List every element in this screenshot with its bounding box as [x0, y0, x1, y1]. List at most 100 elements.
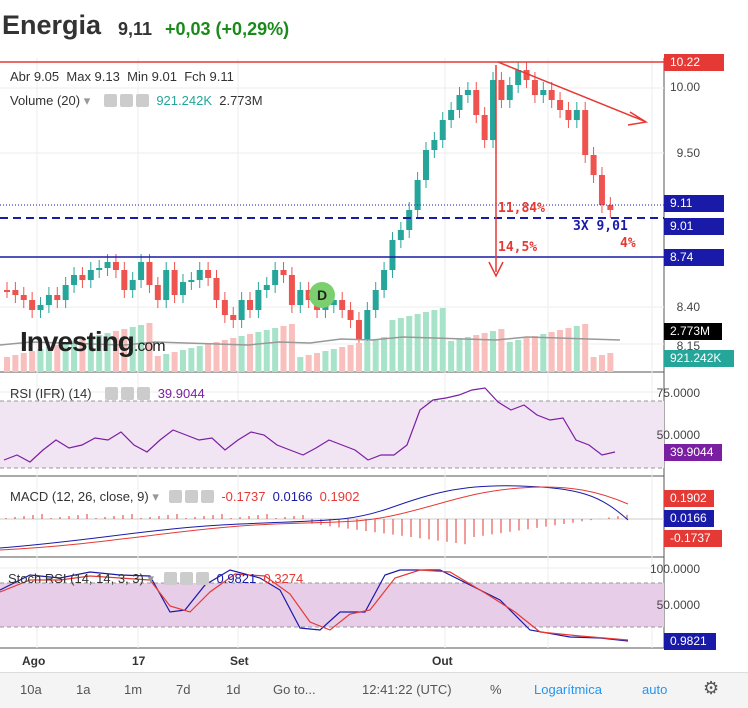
- volume-bar: [448, 341, 455, 372]
- volume-bar: [87, 337, 94, 372]
- log-scale-button[interactable]: Logarítmica: [534, 682, 602, 697]
- candle-body: [230, 315, 237, 320]
- volume-bar: [20, 353, 27, 372]
- candle-body: [205, 270, 212, 278]
- candle-body: [121, 270, 128, 290]
- arrow-head: [488, 261, 504, 278]
- candle-body: [607, 205, 614, 210]
- volume-bar: [439, 308, 446, 372]
- close-icon[interactable]: [137, 387, 151, 400]
- annotation-triple: 3X 9,01: [573, 219, 628, 234]
- tag-volume: 921.242K: [664, 350, 734, 367]
- percent-button[interactable]: %: [490, 682, 502, 697]
- candle-body: [29, 300, 36, 310]
- candle-body: [79, 275, 86, 280]
- dividend-marker[interactable]: D: [309, 282, 335, 308]
- x-label: Ago: [22, 654, 46, 668]
- volume-label: Volume (20): [10, 93, 81, 108]
- volume-bar: [45, 347, 52, 372]
- close-icon[interactable]: [196, 572, 210, 585]
- ohlc-legend: Abr 9.05 Max 9.13 Min 9.01 Fch 9.11: [10, 69, 234, 84]
- range-7d-button[interactable]: 7d: [176, 682, 191, 697]
- gear-icon[interactable]: ⚙: [703, 678, 720, 698]
- y-tick: 8.15: [676, 339, 700, 353]
- gear-icon[interactable]: [121, 387, 135, 400]
- close-icon[interactable]: [136, 94, 150, 107]
- chevron-down-icon[interactable]: ▾: [152, 489, 159, 504]
- volume-bar: [179, 350, 186, 372]
- volume-bar: [557, 330, 564, 372]
- candle-body: [20, 295, 27, 300]
- candle-body: [498, 80, 505, 100]
- range-1d-button[interactable]: 1d: [226, 682, 241, 697]
- volume-bar: [146, 323, 153, 372]
- candle-body: [238, 300, 245, 320]
- candle-body: [431, 140, 438, 150]
- candle-body: [389, 240, 396, 270]
- candle-body: [163, 270, 170, 300]
- gear-icon[interactable]: [185, 490, 199, 503]
- volume-bar: [607, 353, 614, 372]
- eye-icon[interactable]: [164, 572, 178, 585]
- volume-bar: [464, 337, 471, 372]
- gear-icon[interactable]: [180, 572, 194, 585]
- rsi-line: [3, 387, 616, 463]
- volume-bar: [590, 357, 597, 372]
- volume-bar: [339, 347, 346, 372]
- candle-body: [221, 300, 228, 315]
- arrow-head: [627, 111, 649, 126]
- stoch-k-line: [0, 569, 629, 642]
- candle-body: [297, 290, 304, 305]
- last-price: 9,11: [118, 19, 153, 39]
- candle-body: [582, 110, 589, 155]
- volume-bar: [255, 332, 262, 372]
- candle-body: [473, 90, 480, 115]
- close-icon[interactable]: [201, 490, 215, 503]
- candle-body: [590, 155, 597, 175]
- volume-bar: [364, 341, 371, 372]
- chevron-down-icon[interactable]: ▾: [83, 93, 91, 108]
- range-1a-button[interactable]: 1a: [76, 682, 91, 697]
- candle-body: [179, 282, 186, 295]
- candle-body: [456, 95, 463, 110]
- y-tick: 9.50: [676, 146, 700, 160]
- eye-icon[interactable]: [169, 490, 183, 503]
- volume-bar: [213, 342, 220, 372]
- candle-body: [422, 150, 429, 180]
- candle-body: [87, 270, 94, 280]
- eye-icon[interactable]: [104, 94, 118, 107]
- volume-bar: [96, 335, 103, 372]
- candle-body: [272, 270, 279, 285]
- volume-bar: [121, 329, 128, 372]
- volume-bar: [372, 339, 379, 372]
- volume-bar: [355, 343, 362, 372]
- volume-bar: [598, 355, 605, 372]
- volume-bar: [247, 334, 254, 372]
- gear-icon[interactable]: [120, 94, 134, 107]
- volume-bar: [129, 327, 136, 372]
- quote-header: Energia 9,11 +0,03 (+0,29%): [0, 0, 748, 58]
- range-1m-button[interactable]: 1m: [124, 682, 143, 697]
- price-panel: [0, 58, 664, 372]
- y-tick: 8.40: [676, 300, 700, 314]
- candle-body: [364, 310, 371, 340]
- candle-body: [598, 175, 605, 205]
- volume-bar: [515, 340, 522, 372]
- trend-arrow: [497, 61, 645, 122]
- chevron-down-icon[interactable]: ▾: [147, 571, 155, 586]
- candle-body: [288, 275, 295, 305]
- candle-body: [557, 100, 564, 110]
- macd-legend: MACD (12, 26, close, 9) ▾ -0.1737 0.0166…: [10, 489, 360, 504]
- goto-button[interactable]: Go to...: [273, 682, 316, 697]
- rsi-tick: 50.0000: [656, 428, 700, 442]
- eye-icon[interactable]: [105, 387, 119, 400]
- candle-body: [414, 180, 421, 210]
- range-10a-button[interactable]: 10a: [20, 682, 42, 697]
- chart-canvas[interactable]: [0, 0, 748, 672]
- candle-body: [146, 262, 153, 285]
- volume-bar: [272, 328, 279, 372]
- volume-bar: [523, 338, 530, 372]
- signal-line: [0, 486, 629, 551]
- x-label: Out: [432, 654, 453, 668]
- auto-scale-button[interactable]: auto: [642, 682, 668, 697]
